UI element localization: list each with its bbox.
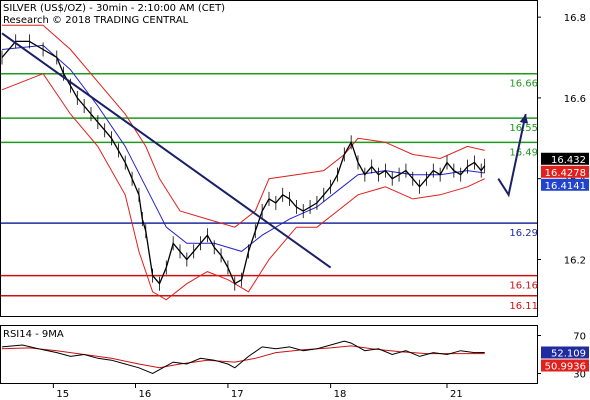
- price-tags: 16.432 16.4278 16.4141: [541, 152, 589, 192]
- y-tick-label-0: 16.2: [564, 255, 586, 266]
- rsi-tick-label-1: 30: [573, 370, 586, 381]
- ma-fast-box: [541, 165, 589, 178]
- level-label-2: 16.49: [509, 147, 538, 158]
- levels-layer: 16.66 16.55 16.49 16.29 16.16 16.11: [1, 72, 538, 312]
- rsi-tick-label-0: 70: [573, 332, 586, 343]
- x-tick-label-0: 15: [56, 389, 69, 400]
- level-label-1: 16.55: [509, 123, 538, 134]
- rsi-label: RSI14 - 9MA: [3, 329, 64, 340]
- chart-title: SILVER (US$/OZ) - 30min - 2:10:00 AM (CE…: [3, 3, 225, 14]
- level-label-4: 16.16: [509, 281, 538, 292]
- trendline: [1, 32, 332, 269]
- time-axis: 15 16 17 18 21: [52, 383, 463, 400]
- x-tick-label-3: 18: [334, 389, 347, 400]
- x-tick-label-2: 17: [231, 389, 244, 400]
- projection-path: [497, 113, 527, 198]
- x-tick-label-1: 16: [139, 389, 152, 400]
- rsi-value-label: 52.109: [551, 348, 586, 359]
- trend-layer: [1, 32, 529, 269]
- rsi-ma-value-box: [541, 359, 589, 372]
- ma-slow-label: 16.4141: [545, 181, 586, 192]
- rsi-panel-frame: [0, 325, 538, 384]
- chart-subtitle: Research © 2018 TRADING CENTRAL: [3, 15, 189, 26]
- price-layer: [1, 34, 486, 291]
- rsi-value-box: [541, 346, 589, 359]
- level-label-3: 16.29: [509, 228, 538, 239]
- rsi-ma-line: [1, 345, 485, 369]
- last-price-label: 16.432: [551, 155, 586, 166]
- rsi-ma-value-label: 50.9936: [545, 361, 586, 372]
- level-label-0: 16.66: [509, 79, 538, 90]
- ma-fast-label: 16.4278: [545, 168, 586, 179]
- y-tick-label-2: 16.6: [564, 94, 586, 105]
- last-price-box: [541, 152, 589, 165]
- rsi-layer: 70 30 52.109 50.9936: [1, 332, 589, 381]
- bollinger-upper: [2, 24, 485, 228]
- ma-slow-box: [541, 178, 589, 191]
- main-panel-frame: [0, 0, 538, 317]
- y-tick-label-3: 16.8: [564, 13, 586, 24]
- x-tick-label-4: 21: [450, 389, 463, 400]
- bollinger-lower: [1, 73, 485, 301]
- level-label-5: 16.11: [509, 301, 538, 312]
- rsi-line: [1, 340, 485, 375]
- projection-arrowhead: [519, 114, 529, 124]
